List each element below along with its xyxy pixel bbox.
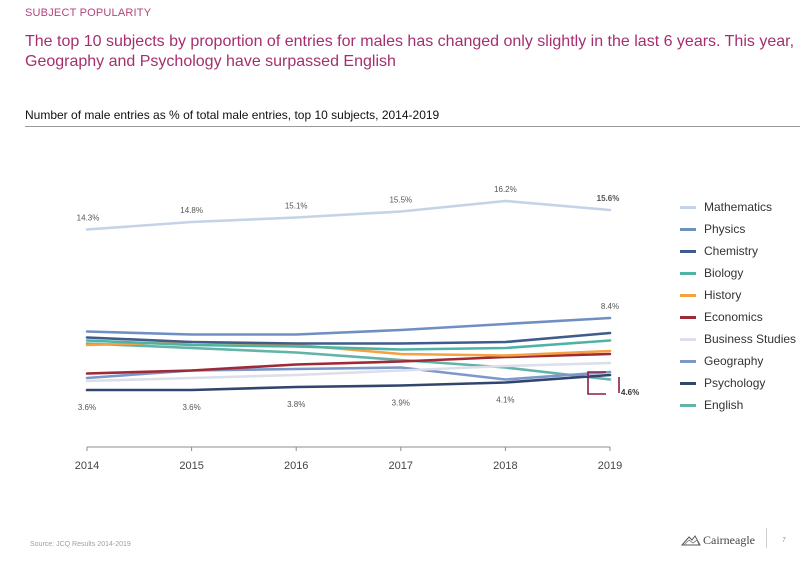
legend-label: Geography [704,354,764,368]
title-divider [25,126,800,127]
legend-item-business-studies: Business Studies [680,328,796,350]
legend-label: History [704,288,742,302]
legend-item-biology: Biology [680,262,796,284]
x-tick-label: 2017 [389,460,413,472]
data-label-psychology: 3.9% [392,399,410,408]
eagle-mark-icon [681,535,701,546]
series-line-english [85,342,612,381]
legend-label: Physics [704,222,746,236]
data-label-physics: 8.4% [601,302,619,311]
brand-logo: Cairneagle [681,533,755,548]
legend-label: Business Studies [704,332,797,346]
legend-label: Biology [704,266,744,280]
legend-item-geography: Geography [680,350,796,372]
data-label-mathematics: 15.1% [285,202,308,211]
data-label-psychology: 3.8% [287,400,305,409]
data-label-psychology: 3.6% [78,403,96,412]
legend-label: Economics [704,310,763,324]
legend-swatch [680,381,696,385]
x-tick-label: 2015 [179,460,203,472]
x-tick-label: 2019 [598,460,622,472]
legend-item-chemistry: Chemistry [680,240,796,262]
series-line-mathematics [85,199,612,231]
chart-legend: Mathematics Physics Chemistry Biology Histor… [680,196,796,416]
legend-item-mathematics: Mathematics [680,196,796,218]
slide-headline: The top 10 subjects by proportion of ent… [25,33,795,70]
legend-swatch [680,249,696,253]
series-line-chemistry [85,331,612,345]
series-line-psychology [85,373,612,392]
data-label-mathematics: 14.3% [77,214,100,223]
x-tick-label: 2014 [75,460,99,472]
legend-swatch [680,337,696,341]
legend-swatch [680,403,696,407]
legend-swatch [680,227,696,231]
footer-divider [766,528,767,548]
legend-label: Chemistry [704,244,759,258]
legend-item-physics: Physics [680,218,796,240]
data-label-mathematics: 14.8% [180,206,203,215]
legend-label: Psychology [704,376,766,390]
page-number: 7 [782,537,786,544]
legend-item-psychology: Psychology [680,372,796,394]
legend-label: English [704,398,744,412]
data-label-bracket: 4.6% [621,388,639,397]
data-label-psychology: 4.1% [496,396,514,405]
chart-title: Number of male entries as % of total mal… [25,108,440,122]
legend-swatch [680,271,696,275]
x-tick-label: 2018 [493,460,517,472]
series-line-economics [85,352,612,375]
series-line-biology [85,339,612,351]
legend-item-history: History [680,284,796,306]
highlight-bracket [587,371,606,395]
legend-swatch [680,205,696,209]
legend-item-english: English [680,394,796,416]
legend-swatch [680,293,696,297]
legend-item-economics: Economics [680,306,796,328]
series-line-physics [85,316,612,336]
data-label-mathematics: 16.2% [494,185,517,194]
data-label-mathematics: 15.5% [389,196,412,205]
data-label-psychology: 3.6% [182,403,200,412]
section-label: SUBJECT POPULARITY [25,7,152,19]
source-note: Source: JCQ Results 2014-2019 [30,541,131,548]
brand-name: Cairneagle [703,533,755,547]
legend-label: Mathematics [704,200,773,214]
legend-swatch [680,359,696,363]
series-line-business-studies [85,361,612,383]
legend-swatch [680,315,696,319]
data-label-mathematics: 15.6% [597,194,620,203]
x-tick-label: 2016 [284,460,308,472]
